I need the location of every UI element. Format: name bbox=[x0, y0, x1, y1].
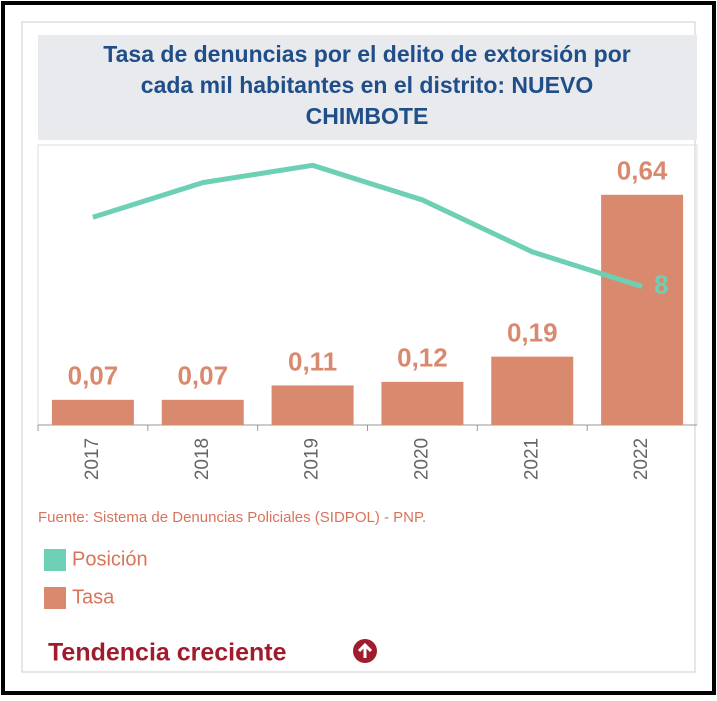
line bbox=[92, 162, 643, 289]
bar bbox=[601, 194, 684, 425]
legend-swatch bbox=[44, 549, 66, 571]
card bbox=[21, 21, 696, 673]
bar bbox=[271, 385, 354, 425]
title-box bbox=[38, 35, 697, 140]
x-tick-label: 2018 bbox=[192, 438, 213, 480]
trend-label: Tendencia creciente bbox=[48, 639, 287, 667]
bar-value-label: 0,11 bbox=[288, 346, 337, 376]
bar-value-label: 0,07 bbox=[68, 361, 119, 391]
trend-arrow bbox=[357, 642, 373, 658]
chart-title: Tasa de denuncias por el delito de extor… bbox=[103, 41, 630, 129]
source: Fuente: Sistema de Denuncias Policiales … bbox=[38, 509, 426, 526]
x-tick-label: 2017 bbox=[82, 438, 103, 480]
x-tick-label: 2019 bbox=[302, 438, 323, 480]
legend-label: Posición bbox=[72, 548, 148, 570]
bar bbox=[381, 381, 464, 425]
legend-swatch bbox=[44, 587, 66, 609]
x-tick-label: 2021 bbox=[521, 438, 542, 480]
plot-area bbox=[37, 144, 698, 426]
bar-value-label: 0,07 bbox=[177, 361, 228, 391]
legend-label: Tasa bbox=[72, 586, 115, 608]
bar-value-label: 0,64 bbox=[617, 156, 668, 186]
x-tick-label: 2022 bbox=[631, 438, 652, 480]
bar bbox=[51, 399, 134, 425]
bar bbox=[491, 356, 574, 425]
bar bbox=[161, 399, 244, 425]
bar-value-label: 0,19 bbox=[507, 318, 558, 348]
bar-value-label: 0,12 bbox=[397, 343, 448, 373]
line-value-label: 8 bbox=[654, 269, 668, 299]
x-tick-label: 2020 bbox=[411, 438, 432, 480]
